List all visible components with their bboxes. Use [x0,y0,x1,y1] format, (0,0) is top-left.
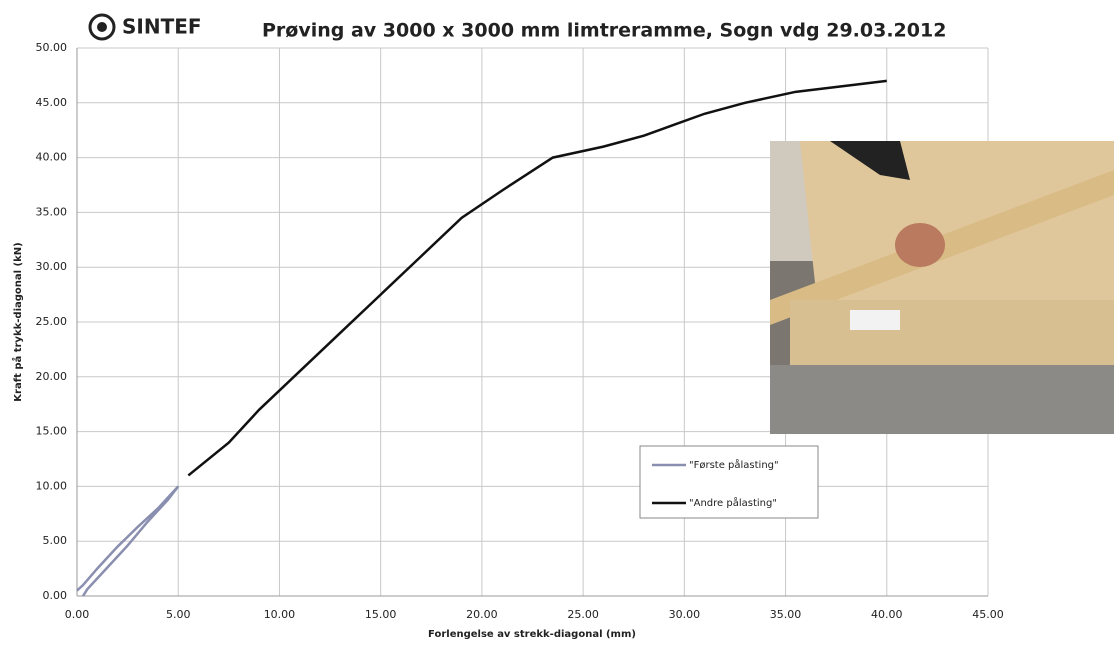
y-axis-label: Kraft på trykk-diagonal (kN) [11,242,24,401]
y-tick-label: 0.00 [43,589,68,602]
x-tick-label: 40.00 [871,608,903,621]
legend: "Første pålasting" "Andre pålasting" [640,446,818,518]
x-tick-label: 15.00 [365,608,397,621]
legend-label: "Andre pålasting" [689,496,777,509]
y-tick-label: 40.00 [36,151,68,164]
x-tick-label: 35.00 [770,608,802,621]
x-tick-label: 5.00 [166,608,191,621]
legend-label: "Første pålasting" [689,458,779,471]
y-tick-label: 15.00 [36,425,68,438]
x-tick-label: 30.00 [669,608,701,621]
y-tick-label: 30.00 [36,260,68,273]
y-tick-label: 10.00 [36,479,68,492]
x-axis-label: Forlengelse av strekk-diagonal (mm) [428,629,636,640]
y-tick-label: 5.00 [43,534,68,547]
x-tick-label: 20.00 [466,608,498,621]
x-tick-label: 10.00 [264,608,296,621]
x-tick-label: 45.00 [972,608,1004,621]
x-tick-label: 25.00 [567,608,599,621]
chart: SINTEF Prøving av 3000 x 3000 mm limtrer… [0,0,1114,641]
logo: SINTEF [122,15,202,39]
y-tick-label: 50.00 [36,41,68,54]
photo [770,141,1114,434]
chart-title: Prøving av 3000 x 3000 mm limtreramme, S… [262,20,946,42]
x-tick-label: 0.00 [65,608,90,621]
y-tick-label: 35.00 [36,205,68,218]
y-tick-label: 45.00 [36,96,68,109]
y-tick-label: 25.00 [36,315,68,328]
y-tick-label: 20.00 [36,370,68,383]
